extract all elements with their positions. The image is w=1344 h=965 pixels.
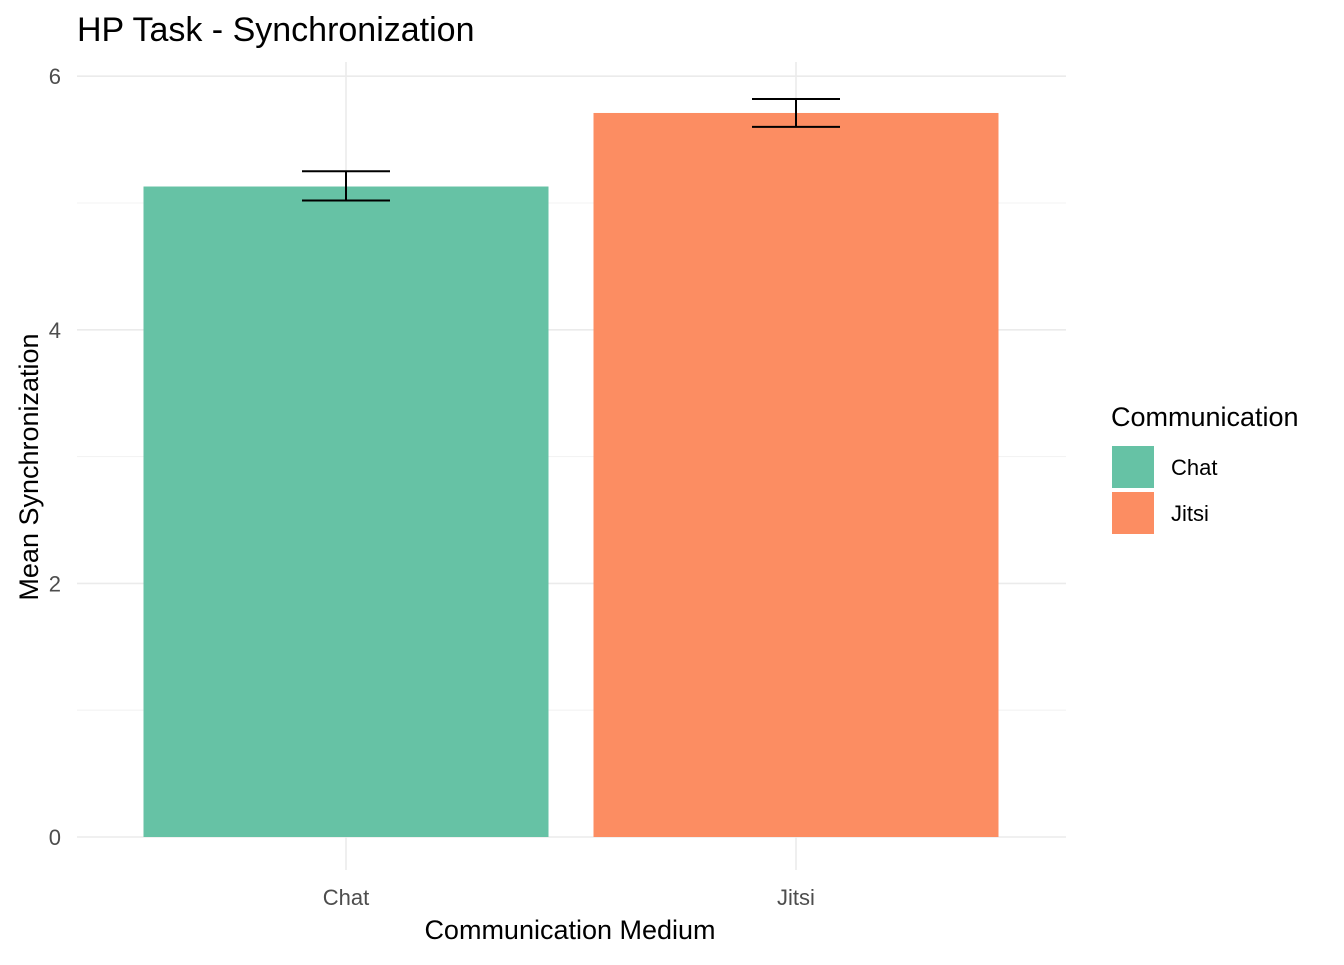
legend-title: Communication <box>1111 402 1299 432</box>
y-axis-ticks: 0 2 4 6 <box>49 64 61 850</box>
legend-items: Chat Jitsi <box>1112 446 1217 534</box>
error-bar-chat <box>302 170 390 202</box>
y-tick-label: 0 <box>49 825 61 850</box>
error-bars <box>302 98 840 202</box>
error-bar-jitsi <box>752 98 840 128</box>
x-axis-ticks: Chat Jitsi <box>323 885 815 910</box>
y-tick-label: 4 <box>49 318 61 343</box>
y-axis-title: Mean Synchronization <box>14 333 44 600</box>
legend-label-jitsi: Jitsi <box>1171 501 1209 526</box>
legend-label-chat: Chat <box>1171 455 1217 480</box>
x-tick-label: Jitsi <box>777 885 815 910</box>
legend: Communication Chat Jitsi <box>1111 402 1299 534</box>
chart-title: HP Task - Synchronization <box>77 11 475 49</box>
y-tick-label: 6 <box>49 64 61 89</box>
x-axis-title: Communication Medium <box>424 915 715 945</box>
legend-swatch-jitsi <box>1112 492 1154 534</box>
x-tick-label: Chat <box>323 885 369 910</box>
bar-chat <box>143 186 549 838</box>
bar-jitsi <box>593 112 999 838</box>
y-tick-label: 2 <box>49 571 61 596</box>
legend-swatch-chat <box>1112 446 1154 488</box>
bars <box>143 112 999 838</box>
